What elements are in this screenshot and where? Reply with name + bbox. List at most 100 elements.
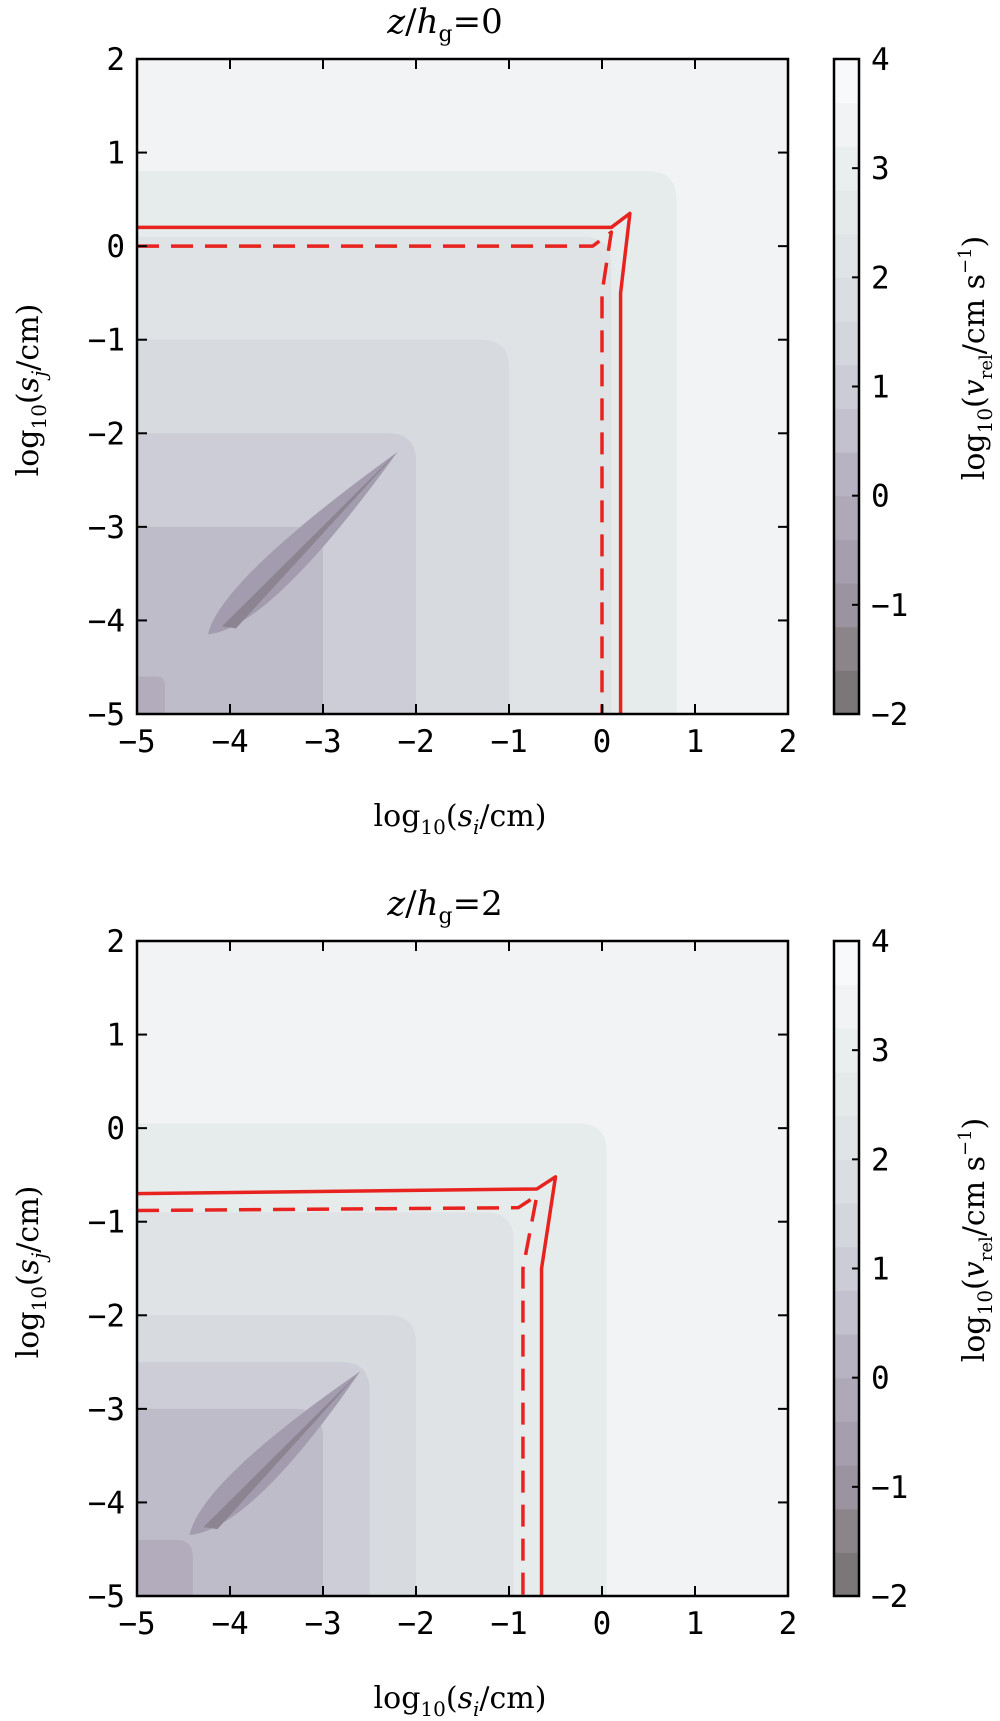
panel-1-ytick-label: −2: [88, 416, 125, 452]
panel-2-xtick-label: −5: [118, 1606, 155, 1642]
panel-2-colorbar-band-1: [834, 1552, 859, 1597]
panel-1-ytick-label: 2: [106, 42, 125, 78]
panel-1-ytick-label: 1: [106, 136, 125, 172]
panel-2-colorbar-band-10: [834, 1159, 859, 1204]
panel-1-colorbar-band-7: [834, 408, 859, 453]
panel-1-colorbar-band-4: [834, 539, 859, 584]
panel-2-ytick-label: 2: [106, 924, 125, 960]
panel-1-colorbar-band-2: [834, 626, 859, 671]
panel-1-colorbar-tick-label: 2: [871, 260, 890, 296]
panel-2-ylabel: log10(sj/cm): [11, 1186, 51, 1359]
panel-2-plot-frame: [135, 939, 790, 1598]
panel-1-solid-line: [137, 211, 632, 714]
panel-1-plot-area: −5 −4 −3 −2 −1 0 1 2 −5 −4 −3 −2 −1 0 1 2: [88, 42, 798, 760]
panel-2-colorbar-tick-label: 4: [871, 924, 890, 960]
panel-1-xtick-label: 0: [593, 724, 612, 760]
panel-1-colorbar-band-15: [834, 59, 859, 104]
panel-1-colorbar-band-6: [834, 452, 859, 497]
svg-text:log10(si/cm): log10(si/cm): [374, 1681, 547, 1721]
panel-1-colorbar-label: log10(vrel/cm s−1): [955, 236, 997, 481]
panel-2-solid-line: [136, 1175, 558, 1596]
panel-1-ylabel: log10(sj/cm): [11, 304, 51, 477]
panel-2-colorbar-label: log10(vrel/cm s−1): [955, 1118, 997, 1363]
panel-2-xtick-label: −2: [397, 1606, 434, 1642]
svg-text:log10(vrel/cm s−1): log10(vrel/cm s−1): [955, 1118, 997, 1363]
panel-1-ytick-label: −1: [88, 323, 125, 359]
panel-2-colorbar-band-2: [834, 1508, 859, 1553]
panel-1-dashed-line: [137, 230, 614, 714]
panel-2-colorbar-band-14: [834, 984, 859, 1029]
panel-1-xtick-label: −5: [118, 724, 155, 760]
panel-2-ytick-label: −4: [88, 1485, 125, 1521]
panel-2-plot-area: −5 −4 −3 −2 −1 0 1 2 −5 −4 −3 −2 −1 0 1 2: [88, 924, 798, 1642]
panel-1-plot-frame: [135, 57, 790, 716]
panel-1: z/hg=0 −5 −4 −3 −2 −1 0 1 2 −5 −4 −3 −2 −1 0 1 2 log10(…: [11, 2, 997, 839]
panel-2-contour-level-6: [137, 1539, 193, 1596]
panel-2-xtick-label: −3: [304, 1606, 341, 1642]
panel-1-colorbar-tick-label: −1: [871, 588, 908, 624]
panel-2: z/hg=2 −5 −4 −3 −2 −1 0 1 2 −5 −4 −3 −2 −1 0 1 2 log10(…: [11, 884, 997, 1721]
panel-1-colorbar-tick-label: 0: [871, 479, 890, 515]
panel-2-colorbar-band-12: [834, 1072, 859, 1117]
panel-2-colorbar-band-7: [834, 1290, 859, 1335]
panel-1-xlabel: log10(si/cm): [374, 799, 547, 839]
panel-2-valley-outer: [189, 1371, 361, 1536]
panel-2-dashed-line: [136, 1193, 539, 1596]
panel-1-colorbar-tick-label: −2: [871, 697, 908, 733]
panel-1-colorbar-tick-label: 4: [871, 42, 890, 78]
panel-1-colorbar-band-9: [834, 321, 859, 366]
panel-2-xtick-label: −1: [490, 1606, 527, 1642]
panel-1-colorbar-band-10: [834, 277, 859, 322]
panel-2-ytick-label: −5: [88, 1579, 125, 1615]
panel-1-colorbar-band-12: [834, 190, 859, 235]
panel-2-colorbar-tick-label: −2: [871, 1579, 908, 1615]
panel-2-xtick-label: 1: [686, 1606, 705, 1642]
panel-1-xtick-label: 1: [686, 724, 705, 760]
panel-1-colorbar-tick-label: 1: [871, 370, 890, 406]
svg-text:log10(sj/cm): log10(sj/cm): [11, 304, 51, 477]
panel-1-colorbar-band-11: [834, 233, 859, 278]
panel-2-colorbar-tick-label: 1: [871, 1252, 890, 1288]
panel-2-ytick-label: 1: [106, 1018, 125, 1054]
panel-2-colorbar-tick-label: 2: [871, 1142, 890, 1178]
svg-text:log10(sj/cm): log10(sj/cm): [11, 1186, 51, 1359]
panel-2-ytick-label: −2: [88, 1298, 125, 1334]
panel-1-ytick-label: −4: [88, 603, 125, 639]
panel-2-colorbar-band-4: [834, 1421, 859, 1466]
panel-2-ytick-label: −1: [88, 1205, 125, 1241]
panel-2-colorbar-band-6: [834, 1334, 859, 1379]
panel-2-colorbar-tick-label: 0: [871, 1361, 890, 1397]
panel-2-xlabel: log10(si/cm): [374, 1681, 547, 1721]
panel-1-title: z/hg=0: [386, 2, 503, 47]
panel-2-colorbar-tick-label: 3: [871, 1033, 890, 1069]
panel-1-valley-outer: [208, 452, 398, 635]
svg-text:log10(si/cm): log10(si/cm): [374, 799, 547, 839]
panel-1-colorbar-band-14: [834, 102, 859, 147]
panel-2-xtick-label: 0: [593, 1606, 612, 1642]
svg-text:log10(vrel/cm s−1): log10(vrel/cm s−1): [955, 236, 997, 481]
panel-1-colorbar-band-5: [834, 495, 859, 540]
panel-1-xtick-label: −3: [304, 724, 341, 760]
panel-1-xtick-label: −4: [211, 724, 248, 760]
panel-1-colorbar-tick-label: 3: [871, 151, 890, 187]
panel-1-colorbar: −2 −1 0 1 2 3 4: [832, 42, 908, 733]
panel-2-xtick-label: −4: [211, 1606, 248, 1642]
panel-1-xtick-label: 2: [779, 724, 798, 760]
panel-2-xtick-label: 2: [779, 1606, 798, 1642]
panel-2-colorbar-tick-label: −1: [871, 1470, 908, 1506]
panel-2-colorbar-band-9: [834, 1203, 859, 1248]
panel-1-xtick-label: −1: [490, 724, 527, 760]
panel-2-title: z/hg=2: [386, 884, 503, 929]
panel-1-valley-inner: [222, 452, 398, 629]
panel-2-colorbar-band-15: [834, 941, 859, 986]
panel-1-xtick-label: −2: [397, 724, 434, 760]
panel-1-colorbar-band-1: [834, 670, 859, 715]
panel-2-colorbar-band-11: [834, 1115, 859, 1160]
panel-1-ytick-label: −3: [88, 510, 125, 546]
panel-2-colorbar-band-5: [834, 1377, 859, 1422]
panel-2-ytick-label: −3: [88, 1392, 125, 1428]
panel-2-valley-inner: [203, 1371, 361, 1530]
panel-2-ytick-label: 0: [106, 1111, 125, 1147]
panel-2-colorbar: −2 −1 0 1 2 3 4: [832, 924, 908, 1615]
